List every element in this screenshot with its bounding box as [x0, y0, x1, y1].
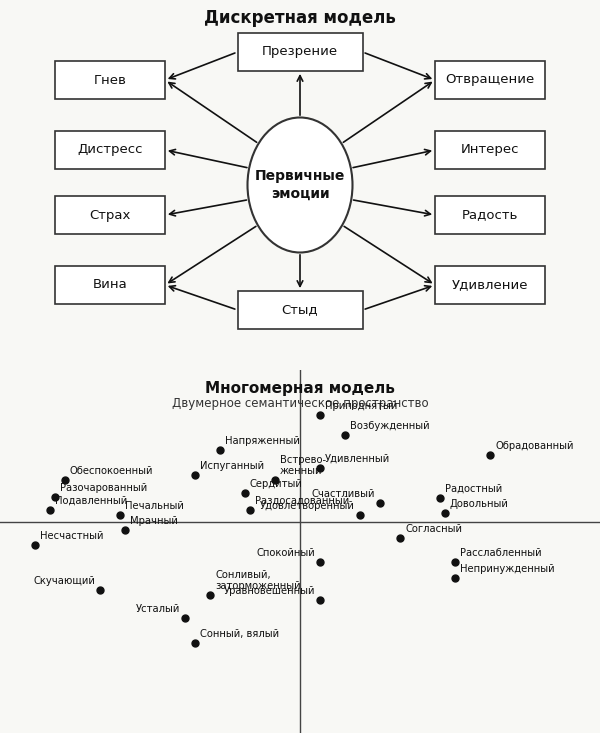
Text: Разочарованный: Разочарованный	[60, 483, 147, 493]
Text: Встрево-
женный: Встрево- женный	[280, 455, 326, 476]
FancyBboxPatch shape	[55, 196, 165, 234]
Text: Первичные
эмоции: Первичные эмоции	[255, 169, 345, 201]
Text: Удивление: Удивление	[452, 279, 528, 292]
FancyBboxPatch shape	[55, 61, 165, 99]
FancyBboxPatch shape	[435, 266, 545, 304]
Text: Приподнятый: Приподнятый	[325, 401, 397, 411]
Text: Вина: Вина	[92, 279, 127, 292]
Text: Обрадованный: Обрадованный	[495, 441, 574, 451]
Text: Уравновешенный: Уравновешенный	[223, 586, 315, 596]
Text: Отвращение: Отвращение	[445, 73, 535, 86]
Ellipse shape	[248, 117, 353, 252]
Text: Дистресс: Дистресс	[77, 144, 143, 157]
Text: Сердитый: Сердитый	[250, 479, 303, 489]
Text: Раздосадованный: Раздосадованный	[255, 496, 349, 506]
Text: Непринужденный: Непринужденный	[460, 564, 554, 574]
Text: Интерес: Интерес	[461, 144, 519, 157]
FancyBboxPatch shape	[435, 131, 545, 169]
Text: Дискретная модель: Дискретная модель	[204, 9, 396, 27]
Text: Радость: Радость	[462, 208, 518, 221]
Text: Удовлетворенный: Удовлетворенный	[260, 501, 355, 511]
FancyBboxPatch shape	[435, 196, 545, 234]
Text: Согласный: Согласный	[405, 524, 462, 534]
Text: Усталый: Усталый	[136, 604, 180, 614]
Text: Удивленный: Удивленный	[325, 454, 390, 464]
Text: Испуганный: Испуганный	[200, 461, 264, 471]
Text: Возбужденный: Возбужденный	[350, 421, 430, 431]
Text: Печальный: Печальный	[125, 501, 184, 511]
Text: Счастливый: Счастливый	[311, 489, 375, 499]
Text: Сонливый,
заторможенный: Сонливый, заторможенный	[215, 570, 301, 591]
FancyBboxPatch shape	[55, 266, 165, 304]
Text: Презрение: Презрение	[262, 45, 338, 59]
FancyBboxPatch shape	[55, 131, 165, 169]
Text: Сонный, вялый: Сонный, вялый	[200, 629, 279, 639]
Text: Скучающий: Скучающий	[33, 576, 95, 586]
Text: Расслабленный: Расслабленный	[460, 548, 542, 558]
Text: Стыд: Стыд	[281, 303, 319, 317]
Text: Гнев: Гнев	[94, 73, 127, 86]
FancyBboxPatch shape	[238, 33, 362, 71]
Text: Мрачный: Мрачный	[130, 516, 178, 526]
FancyBboxPatch shape	[435, 61, 545, 99]
FancyBboxPatch shape	[238, 291, 362, 329]
Text: Подавленный: Подавленный	[55, 496, 127, 506]
Text: Двумерное семантическое пространство: Двумерное семантическое пространство	[172, 397, 428, 410]
Text: Обеспокоенный: Обеспокоенный	[70, 466, 154, 476]
Text: Напряженный: Напряженный	[225, 436, 300, 446]
Text: Довольный: Довольный	[450, 499, 509, 509]
Text: Несчастный: Несчастный	[40, 531, 104, 541]
Text: Спокойный: Спокойный	[256, 548, 315, 558]
Text: Многомерная модель: Многомерная модель	[205, 380, 395, 396]
Text: Страх: Страх	[89, 208, 131, 221]
Text: Радостный: Радостный	[445, 484, 502, 494]
